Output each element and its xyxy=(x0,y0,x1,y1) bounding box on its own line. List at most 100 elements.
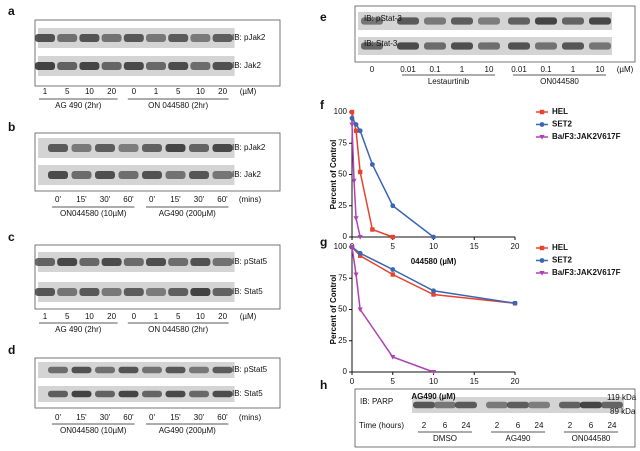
blot-band xyxy=(79,62,100,70)
blot-band xyxy=(397,42,419,50)
lane-label: 1 xyxy=(154,312,159,321)
group-label: AG 490 (2hr) xyxy=(55,101,102,110)
y-tick-label: 50 xyxy=(338,305,347,314)
blot-band xyxy=(57,62,78,70)
blot-band xyxy=(212,171,233,179)
lane-label: 60' xyxy=(217,413,228,422)
y-tick-label: 0 xyxy=(343,232,348,241)
lane-label: 20 xyxy=(107,87,116,96)
unit-label: (µM) xyxy=(240,87,257,96)
blot-band xyxy=(48,366,68,374)
ib-label: IB: Jak2 xyxy=(232,170,261,179)
marker xyxy=(353,216,359,221)
blot-band xyxy=(361,17,383,25)
blot-band xyxy=(95,366,115,374)
blot-band xyxy=(168,258,189,266)
legend-label: HEL xyxy=(552,107,568,116)
lane-label: 10 xyxy=(196,87,205,96)
marker xyxy=(431,288,436,294)
lane-label: 6 xyxy=(589,421,594,430)
legend-marker xyxy=(539,258,545,263)
blot-band xyxy=(580,401,602,409)
blot-band xyxy=(413,401,435,409)
blot-band xyxy=(123,288,144,296)
ib-label: IB: Jak2 xyxy=(232,61,261,70)
blot-band xyxy=(165,144,186,152)
lane-label: 10 xyxy=(85,87,94,96)
marker xyxy=(357,128,363,134)
blot-band xyxy=(165,390,186,398)
blot-band xyxy=(79,34,100,42)
blot-band xyxy=(71,144,92,152)
blot-band xyxy=(528,401,550,409)
panel-label: a xyxy=(8,4,15,18)
legend-label: Ba/F3:JAK2V617F xyxy=(552,132,621,141)
panel-label: h xyxy=(320,378,327,392)
x-tick-label: 20 xyxy=(511,242,520,251)
lane-label: 6 xyxy=(443,421,448,430)
blot-band xyxy=(79,288,100,296)
blot-band xyxy=(589,42,611,50)
blot-band xyxy=(118,390,139,398)
blot-band xyxy=(101,258,122,266)
group-label: ON044580 xyxy=(540,77,579,86)
y-tick-label: 100 xyxy=(334,242,348,251)
x-tick-label: 15 xyxy=(470,242,479,251)
marker xyxy=(390,267,396,272)
blot-band xyxy=(118,144,139,152)
marker xyxy=(357,307,363,313)
marker xyxy=(353,128,359,133)
lane-label: 30' xyxy=(194,195,205,204)
blot-band xyxy=(212,366,233,374)
lane-label: 24 xyxy=(462,421,471,430)
blot-band xyxy=(146,288,166,296)
blot-band xyxy=(48,390,68,398)
blot-band xyxy=(48,144,68,152)
lane-label: 0' xyxy=(55,413,61,422)
lane-label: 5 xyxy=(176,312,181,321)
lane-label: 0 xyxy=(370,65,375,74)
lane-label: 30' xyxy=(100,195,111,204)
lane-label: 30' xyxy=(194,413,205,422)
group-label: ON 044580 (2hr) xyxy=(148,101,208,110)
ib-label: IB: pStat5 xyxy=(232,257,268,266)
blot-band xyxy=(57,288,78,296)
ib-label: IB: pStat5 xyxy=(232,365,268,374)
ib-label: IB: pJak2 xyxy=(232,33,266,42)
lane-label: 5 xyxy=(65,312,70,321)
blot-band xyxy=(190,34,211,42)
lane-label: 15' xyxy=(170,413,181,422)
blot-band xyxy=(95,171,115,179)
blot-band xyxy=(71,366,92,374)
marker xyxy=(353,272,359,278)
blot-band xyxy=(508,17,530,25)
lane-label: 0 xyxy=(132,87,137,96)
blot-band xyxy=(146,34,166,42)
x-tick-label: 5 xyxy=(391,377,396,386)
unit-label: (mins) xyxy=(239,195,262,204)
blot-band xyxy=(35,62,55,70)
blot-band xyxy=(168,288,189,296)
panel-label: g xyxy=(320,235,327,249)
panel-label: e xyxy=(320,10,327,24)
x-tick-label: 0 xyxy=(350,377,355,386)
blot-band xyxy=(535,42,557,50)
blot-band xyxy=(212,258,233,266)
lane-label: 1 xyxy=(43,87,48,96)
marker xyxy=(431,292,436,297)
blot-band xyxy=(562,42,584,50)
blot-band xyxy=(168,34,189,42)
blot-band xyxy=(101,34,122,42)
blot-band xyxy=(35,34,55,42)
blot-band xyxy=(562,17,584,25)
blot-band xyxy=(434,401,456,409)
legend-marker xyxy=(539,135,545,140)
blot-band xyxy=(189,144,209,152)
panel-label: f xyxy=(320,98,325,112)
ib-label: IB: pJak2 xyxy=(232,143,266,152)
blot-band xyxy=(142,171,162,179)
y-axis-label: Percent of Control xyxy=(329,140,338,210)
blot-band xyxy=(57,258,78,266)
x-axis-label: 044580 (µM) xyxy=(411,257,457,266)
group-label: AG490 xyxy=(506,434,531,443)
